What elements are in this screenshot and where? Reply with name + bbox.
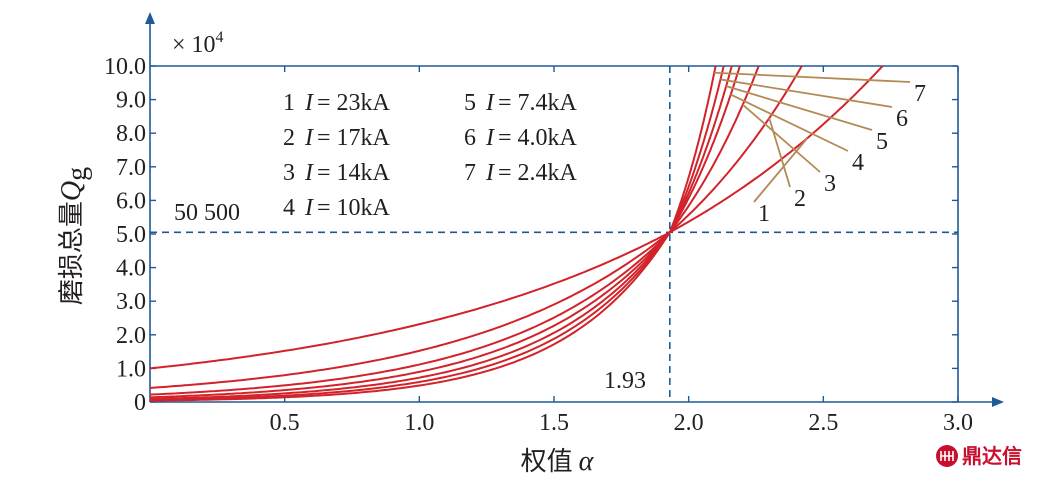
series-line-2 — [149, 65, 803, 389]
leader-line-5 — [725, 85, 873, 131]
y-axis-arrow — [145, 12, 155, 24]
x-axis-arrow — [992, 397, 1004, 407]
ref-y-label: 50 500 — [174, 200, 240, 226]
series-line-4 — [149, 65, 741, 399]
y-tick-label: 3.0 — [116, 289, 146, 315]
y-tick-label: 5.0 — [116, 222, 146, 248]
leader-line-4 — [730, 93, 849, 152]
curve-label-2: 2 — [794, 186, 806, 212]
chart-text: × 104 50 500 1.93 权值 α 磨损总量Qg 0 1.0 2.0 3.0 4… — [56, 29, 973, 477]
watermark-text: 鼎达信 — [962, 444, 1022, 468]
curve-label-6: 6 — [896, 106, 908, 132]
y-tick-label: 7.0 — [116, 155, 146, 181]
y-tick-label: 6.0 — [116, 188, 146, 214]
series-line-7 — [149, 65, 717, 402]
legend-entry-5: 5 I = 7.4kA — [464, 90, 578, 116]
curve-label-1: 1 — [758, 201, 770, 227]
series-line-1 — [149, 65, 884, 370]
series-line-5 — [149, 65, 733, 400]
leader-line-2 — [768, 117, 791, 188]
legend-entry-2: 2 I = 17kA — [283, 125, 391, 151]
curve-label-4: 4 — [852, 150, 864, 176]
curve-label-7: 7 — [914, 81, 926, 107]
leader-line-3 — [742, 103, 821, 173]
y-tick-label: 1.0 — [116, 356, 146, 382]
series-line-3 — [149, 65, 760, 396]
x-tick-label: 2.5 — [808, 410, 838, 436]
watermark-logo: 鼎达信 — [936, 444, 1022, 468]
y-multiplier-label: × 104 — [172, 29, 224, 58]
logo-icon-mark — [940, 451, 954, 461]
y-tick-label: 10.0 — [104, 54, 146, 80]
series-curves — [149, 65, 884, 402]
x-axis-title: 权值 α — [521, 446, 595, 477]
ref-x-label: 1.93 — [604, 368, 646, 394]
y-tick-label: 0 — [134, 390, 146, 416]
y-tick-label: 8.0 — [116, 121, 146, 147]
x-tick-label: 1.0 — [404, 410, 434, 436]
curve-label-3: 3 — [824, 171, 836, 197]
legend-entry-3: 3 I = 14kA — [283, 160, 391, 186]
curve-label-5: 5 — [876, 129, 888, 155]
leader-line-6 — [720, 78, 893, 108]
legend: 1 I = 23kA 2 I = 17kA 3 I = 14kA 4 I = 10kA 5 I =… — [283, 90, 578, 221]
leader-line-7 — [714, 71, 911, 83]
x-tick-label: 2.0 — [674, 410, 704, 436]
plot-frame — [145, 12, 1004, 407]
series-line-6 — [149, 65, 725, 401]
y-tick-label: 2.0 — [116, 323, 146, 349]
legend-entry-4: 4 I = 10kA — [283, 195, 391, 221]
x-tick-label: 0.5 — [270, 410, 300, 436]
y-tick-label: 9.0 — [116, 88, 146, 114]
y-tick-label: 4.0 — [116, 256, 146, 282]
x-tick-label: 1.5 — [539, 410, 569, 436]
x-tick-label: 3.0 — [943, 410, 973, 436]
y-axis-title: 磨损总量Qg — [56, 167, 93, 305]
leader-line-1 — [753, 137, 808, 203]
legend-entry-7: 7 I = 2.4kA — [464, 160, 578, 186]
legend-entry-6: 6 I = 4.0kA — [464, 125, 578, 151]
legend-entry-1: 1 I = 23kA — [283, 90, 391, 116]
